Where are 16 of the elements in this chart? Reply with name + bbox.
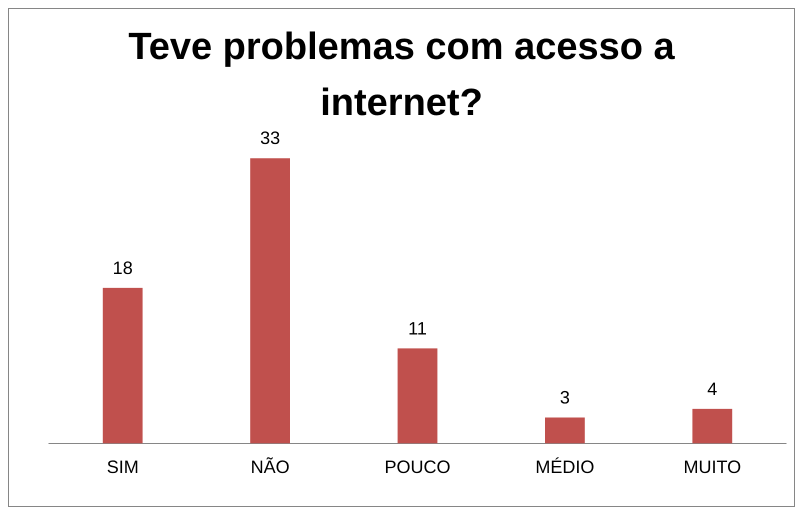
x-tick-label: POUCO <box>384 457 451 478</box>
bar <box>545 417 585 444</box>
x-tick-label: MÉDIO <box>535 457 594 478</box>
bar <box>692 408 732 444</box>
bar <box>102 288 143 444</box>
data-label: 3 <box>560 387 570 408</box>
x-tick-label: SIM <box>106 457 139 478</box>
x-tick-label: MUITO <box>683 457 742 478</box>
data-label: 18 <box>112 258 133 278</box>
bar <box>398 348 438 444</box>
x-tick-label: NÃO <box>250 457 290 478</box>
data-label: 4 <box>707 378 718 399</box>
bar <box>250 158 290 444</box>
data-label: 33 <box>260 128 280 148</box>
data-label: 11 <box>408 318 427 338</box>
chart-title: Teve problemas com acesso a internet? <box>128 26 675 124</box>
